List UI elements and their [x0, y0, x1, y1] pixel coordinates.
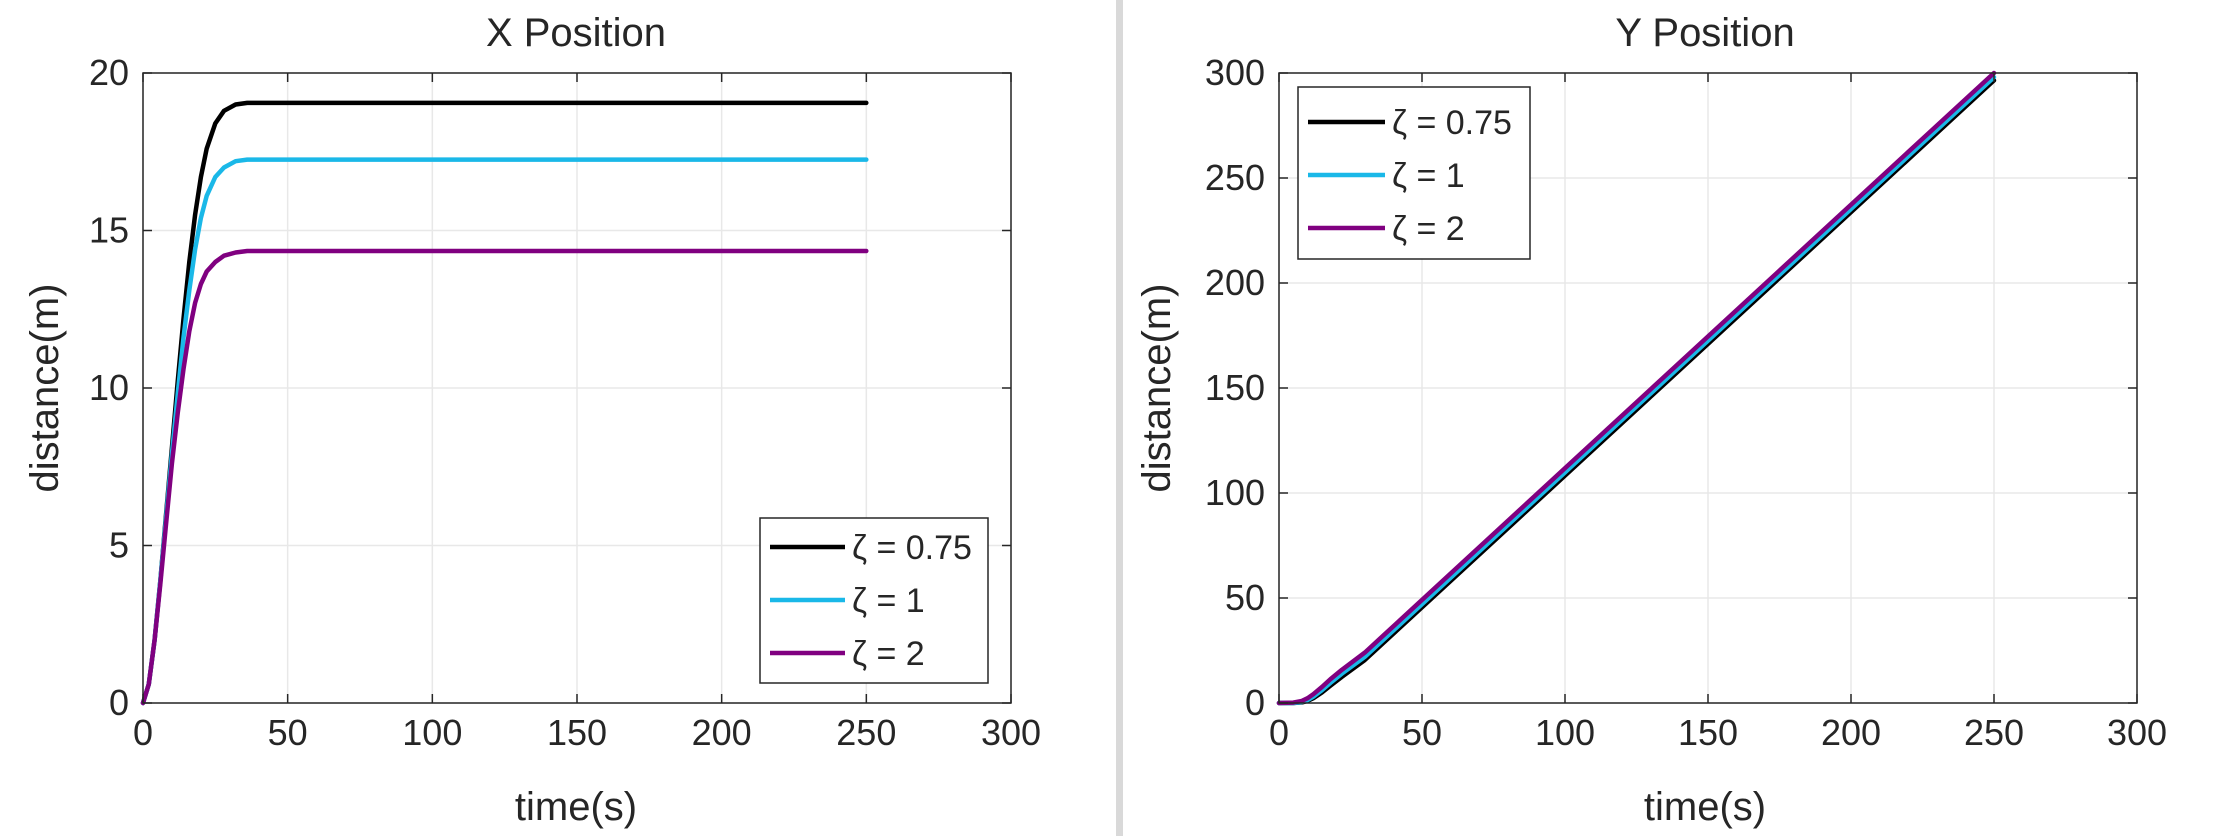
x-tick-label: 100: [1535, 712, 1595, 753]
legend-label: ζ = 1: [852, 582, 925, 620]
y-tick-label: 0: [1245, 682, 1265, 723]
x-tick-label: 200: [692, 712, 752, 753]
y-tick-label: 200: [1205, 262, 1265, 303]
y-tick-label: 100: [1205, 472, 1265, 513]
x-tick-label: 200: [1821, 712, 1881, 753]
y-tick-label: 50: [1225, 577, 1265, 618]
chart-y-position: Y Position time(s) distance(m) 0 50 100 150…: [1135, 11, 2167, 829]
chart-x-position: X Position time(s) distance(m) 0 50 100 150…: [23, 11, 1041, 829]
y-tick-label: 5: [109, 525, 129, 566]
legend-label: ζ = 1: [1392, 157, 1465, 195]
series-line-2: [1276, 70, 1997, 706]
x-tick-label: 0: [133, 712, 153, 753]
y-tick-label: 150: [1205, 367, 1265, 408]
series-line-2: [140, 248, 869, 706]
x-tick-label: 50: [1402, 712, 1442, 753]
y-tick-label: 15: [89, 210, 129, 251]
panel-divider: [1116, 0, 1123, 836]
x-tick-label: 250: [836, 712, 896, 753]
chart-title: Y Position: [1615, 11, 1794, 55]
x-tick-label: 50: [268, 712, 308, 753]
x-tick-label: 150: [547, 712, 607, 753]
x-tick-label: 300: [2107, 712, 2167, 753]
legend-label: ζ = 2: [852, 635, 925, 673]
legend-label: ζ = 0.75: [852, 529, 972, 567]
y-tick-label: 300: [1205, 52, 1265, 93]
x-axis-label: time(s): [515, 785, 637, 829]
x-axis-label: time(s): [1644, 785, 1766, 829]
chart-title: X Position: [486, 11, 666, 55]
y-tick-label: 10: [89, 367, 129, 408]
x-tick-label: 100: [402, 712, 462, 753]
x-tick-label: 150: [1678, 712, 1738, 753]
series-line-0: [140, 100, 869, 706]
x-tick-label: 0: [1269, 712, 1289, 753]
y-axis-label: distance(m): [23, 284, 67, 493]
y-axis-label: distance(m): [1135, 284, 1179, 493]
x-tick-label: 250: [1964, 712, 2024, 753]
legend-label: ζ = 2: [1392, 210, 1465, 248]
y-tick-label: 250: [1205, 157, 1265, 198]
legend-label: ζ = 0.75: [1392, 104, 1512, 142]
series-line-1: [140, 157, 869, 706]
y-tick-label: 20: [89, 52, 129, 93]
y-tick-label: 0: [109, 682, 129, 723]
x-tick-label: 300: [981, 712, 1041, 753]
